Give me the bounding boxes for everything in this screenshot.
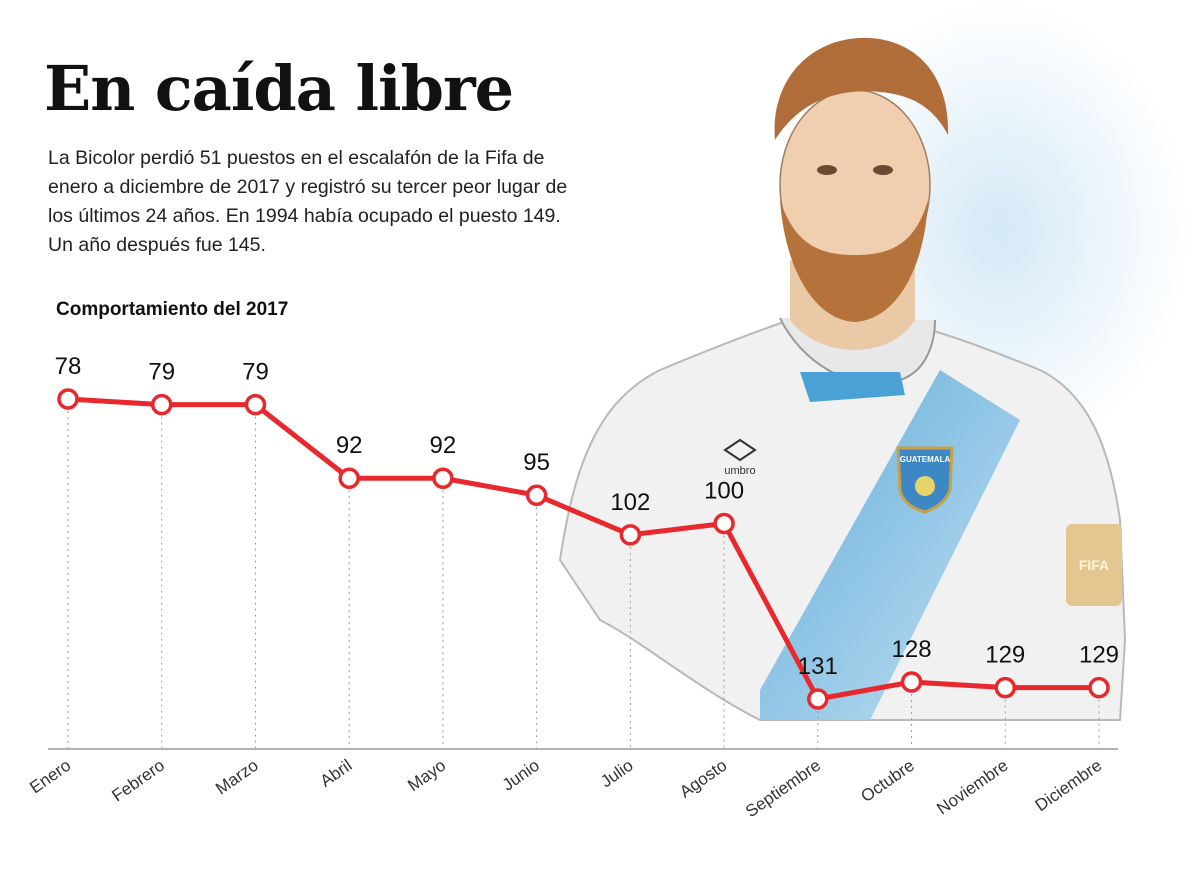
value-label-octubre: 128 (892, 636, 932, 663)
point-febrero (150, 393, 173, 416)
point-octubre (900, 671, 923, 693)
x-tick-labels: Enero Febrero Marzo Abril Mayo Junio Julio Agos… (26, 756, 1105, 821)
markers (57, 388, 1110, 710)
value-label-junio: 95 (523, 449, 550, 476)
tick-label-abril: Abril (317, 756, 356, 791)
value-label-julio: 102 (610, 489, 650, 516)
page-subtitle: La Bicolor perdió 51 puestos en el escal… (48, 147, 568, 256)
tick-label-agosto: Agosto (676, 756, 730, 802)
value-label-febrero: 79 (148, 359, 175, 386)
point-julio (619, 524, 642, 546)
series-line (65, 396, 1102, 702)
value-label-marzo: 79 (242, 359, 269, 386)
value-label-diciembre: 129 (1079, 642, 1119, 669)
fifa-patch-text: FIFA (1079, 557, 1109, 573)
point-noviembre (994, 676, 1017, 699)
point-agosto (713, 512, 735, 535)
point-marzo (244, 393, 267, 416)
tick-label-noviembre: Noviembre (933, 756, 1011, 819)
point-enero (57, 388, 79, 410)
point-abril (338, 467, 360, 489)
point-junio (525, 484, 548, 506)
value-label-enero: 78 (55, 353, 82, 380)
value-label-agosto: 100 (704, 478, 744, 505)
page-title: En caída libre (44, 52, 514, 125)
tick-label-diciembre: Diciembre (1032, 756, 1106, 815)
tick-label-marzo: Marzo (212, 756, 262, 799)
point-mayo (432, 467, 454, 489)
value-label-septiembre: 131 (798, 653, 838, 680)
ranking-series-line (65, 396, 1102, 702)
value-label-abril: 92 (336, 432, 363, 459)
value-labels: 78 79 79 92 92 95 102 100 131 128 129 129 (55, 353, 1119, 680)
grid-lines (67, 399, 1100, 748)
tick-label-febrero: Febrero (108, 756, 168, 806)
tick-label-junio: Junio (499, 756, 543, 795)
tick-label-septiembre: Septiembre (742, 756, 824, 821)
tick-label-enero: Enero (26, 756, 74, 798)
point-septiembre (807, 688, 829, 710)
tick-label-octubre: Octubre (857, 756, 917, 806)
chart-title: Comportamiento del 2017 (56, 299, 289, 320)
value-label-noviembre: 129 (985, 642, 1025, 669)
tick-label-julio: Julio (597, 756, 637, 792)
value-label-mayo: 92 (430, 432, 457, 459)
brand-text: umbro (724, 465, 755, 477)
point-diciembre (1088, 676, 1110, 699)
tick-label-mayo: Mayo (404, 756, 449, 795)
badge-text: GUATEMALA (900, 455, 951, 464)
